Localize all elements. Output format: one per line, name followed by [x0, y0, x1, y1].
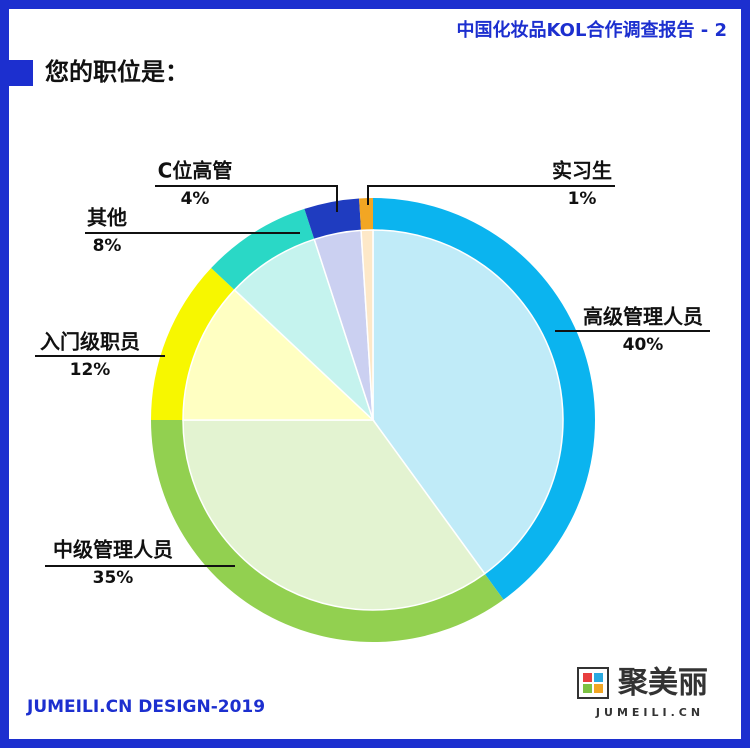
slice: [182, 288, 375, 421]
value-label: 40%: [623, 335, 664, 355]
slice: [372, 229, 564, 575]
slice: [360, 229, 374, 421]
header: 中国化妆品KOL合作调查报告 - 2: [457, 19, 727, 41]
slice-ring: [304, 198, 362, 240]
slice-ring: [373, 198, 595, 600]
slice-label: 入门级职员: [40, 330, 140, 354]
footer: JUMEILI.CN DESIGN-2019: [26, 697, 265, 717]
value-label: 8%: [93, 236, 122, 256]
logo-icon: [577, 667, 609, 699]
logo-name: 聚美丽: [617, 666, 708, 701]
value-label: 12%: [70, 360, 111, 380]
slice-ring: [151, 268, 235, 420]
slice-label: 实习生: [552, 159, 612, 183]
leader-line: [155, 185, 338, 212]
slice-ring: [211, 208, 315, 290]
value-label: 4%: [181, 189, 210, 209]
slice-label: C位高管: [158, 159, 233, 183]
slice: [182, 419, 486, 611]
value-label: 35%: [93, 568, 134, 588]
leader-line: [367, 185, 615, 205]
slice: [233, 238, 374, 421]
slice-label: 高级管理人员: [583, 305, 703, 329]
slice-ring: [359, 198, 373, 231]
value-label: 1%: [568, 189, 597, 209]
slice-label: 其他: [87, 206, 127, 230]
slice-ring: [151, 420, 504, 642]
logo-domain: JUMEILI.CN: [595, 706, 704, 719]
chart-title: 您的职位是：: [45, 58, 189, 86]
title-bar: [9, 60, 33, 86]
slice-label: 中级管理人员: [53, 538, 173, 562]
